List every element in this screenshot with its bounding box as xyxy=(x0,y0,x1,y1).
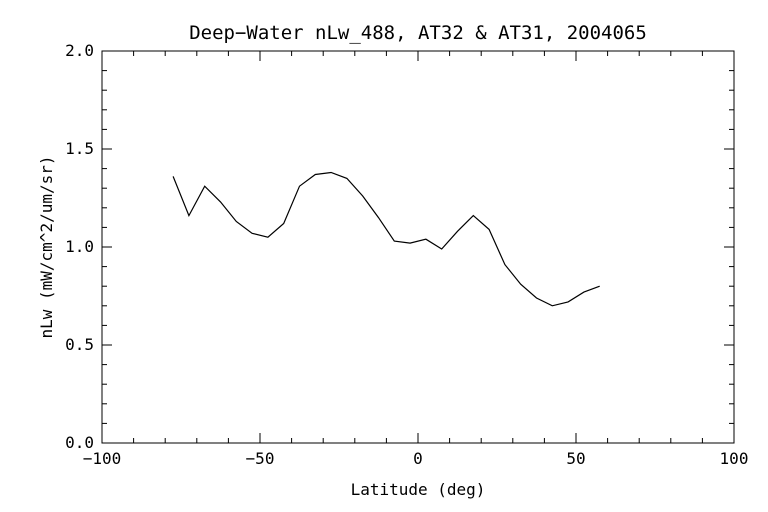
x-tick-label: 50 xyxy=(566,449,585,468)
y-tick-label: 0.0 xyxy=(65,433,94,452)
series-line-0 xyxy=(172,171,600,307)
series-group xyxy=(172,171,600,307)
plot-frame xyxy=(101,50,735,444)
axis-ticks xyxy=(101,50,735,444)
x-tick-label: 0 xyxy=(413,449,423,468)
x-tick-label: 100 xyxy=(720,449,749,468)
y-tick-label: 1.0 xyxy=(65,237,94,256)
axis-tick-labels: −100 −50 0 50 100 0.0 0.5 1.0 1.5 2.0 xyxy=(65,41,748,468)
y-tick-label: 2.0 xyxy=(65,41,94,60)
y-tick-label: 1.5 xyxy=(65,139,94,158)
chart-title: Deep−Water nLw_488, AT32 & AT31, 2004065 xyxy=(189,22,647,44)
y-axis-label: nLw (mW/cm^2/um/sr) xyxy=(37,155,56,338)
y-tick-label: 0.5 xyxy=(65,335,94,354)
x-tick-label: −100 xyxy=(83,449,122,468)
x-axis-label: Latitude (deg) xyxy=(351,480,486,499)
x-tick-label: −50 xyxy=(246,449,275,468)
